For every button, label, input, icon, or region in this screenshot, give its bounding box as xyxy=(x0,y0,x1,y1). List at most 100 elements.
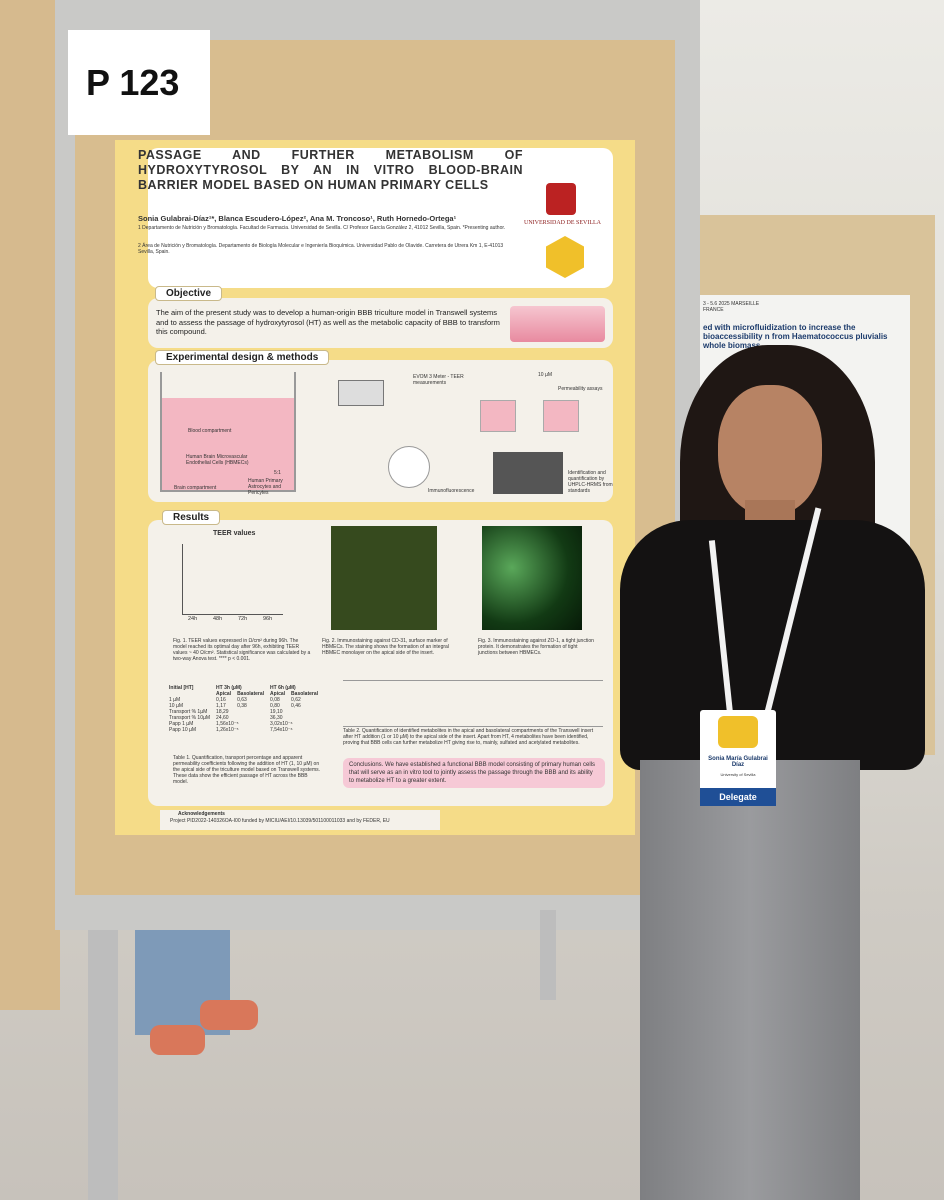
university: UNIVERSIDAD DE SEVILLA xyxy=(524,220,601,226)
table-cell: 0,38 xyxy=(237,703,247,709)
shoe xyxy=(200,1000,258,1030)
teer-title: TEER values xyxy=(213,530,256,537)
table2 xyxy=(343,680,603,727)
congress-logo xyxy=(546,236,584,278)
microscopy xyxy=(388,446,430,488)
method-label: Immunofluorescence xyxy=(428,488,475,494)
table-row: Transport % 1µM 18,29 19,10 xyxy=(166,709,321,715)
table-cell: 24,60 xyxy=(216,715,229,721)
method-label: Human Primary Astrocytes and Pericytes xyxy=(248,478,283,496)
poster-number: P 123 xyxy=(68,30,210,135)
methods-box: Blood compartment Human Brain Microvascu… xyxy=(148,360,613,502)
affiliation: 2 Área de Nutrición y Bromatología. Depa… xyxy=(138,243,504,255)
table-cell: HT 6h (µM) xyxy=(270,685,296,691)
title-box: PASSAGE AND FURTHER METABOLISM OF HYDROX… xyxy=(138,148,613,288)
table-cell: Transport % 10µM xyxy=(169,715,211,721)
caption: Table 1. Quantification, transport perce… xyxy=(173,755,321,785)
badge-role: Delegate xyxy=(700,788,776,806)
authors: Sonia Gulabrai-Díaz¹*, Blanca Escudero-L… xyxy=(138,214,457,223)
table-cell: 0,16 xyxy=(216,697,226,703)
name-badge: Sonia María Gulabrai Díaz University of … xyxy=(700,710,776,806)
section-heading: Objective xyxy=(155,286,223,301)
caption: Fig. 2. Immunostaining against CD-31, su… xyxy=(322,638,449,656)
table-cell: 0,46 xyxy=(291,703,301,709)
caption: Fig. 1. TEER values expressed in Ω/cm² d… xyxy=(173,638,311,662)
method-label: 10 µM xyxy=(538,372,552,378)
table-cell: 19,10 xyxy=(270,709,283,715)
ack-box: Acknowledgements Project PID2022-140326O… xyxy=(160,810,440,830)
table-cell: Apical xyxy=(270,691,286,697)
results-box: TEER values 24h 48h 72h 96h Fig. 1. TEER va… xyxy=(148,520,613,806)
table-row: Apical Basolateral Apical Basolateral xyxy=(166,691,321,697)
logo xyxy=(546,183,576,215)
table-cell: Initial [HT] xyxy=(169,685,194,691)
cd31-image xyxy=(331,526,437,630)
ack-text: Project PID2022-140326OA-I00 funded by M… xyxy=(170,818,390,824)
leg xyxy=(88,930,118,1200)
teer-time-label: 24h xyxy=(188,616,198,622)
conclusions: Conclusions. We have established a funct… xyxy=(343,758,605,788)
method-label: Identification and quantification by UHP… xyxy=(568,470,613,494)
teer-time-label: 48h xyxy=(213,616,223,622)
well xyxy=(480,400,516,432)
table-cell: 1,56x10⁻⁵ xyxy=(216,721,239,727)
table-cell: Apical xyxy=(216,691,232,697)
table-cell: 0,08 xyxy=(270,697,280,703)
transwell xyxy=(160,372,296,492)
table-row: 1 µM 0,16 0,63 0,08 0,62 xyxy=(166,697,321,703)
method-label: Human Brain Microvascular Endothelial Ce… xyxy=(186,454,249,466)
meter xyxy=(338,380,384,406)
method-label: Permeability assays xyxy=(558,386,603,392)
poster-title: PASSAGE AND FURTHER METABOLISM OF HYDROX… xyxy=(138,148,523,192)
table-row: Initial [HT] HT 3h (µM) HT 6h (µM) xyxy=(166,685,321,691)
caption: Fig. 3. Immunostaining against ZO-1, a t… xyxy=(478,638,594,656)
shoe xyxy=(150,1025,205,1055)
table-cell: Transport % 1µM xyxy=(169,709,208,715)
well xyxy=(543,400,579,432)
back-title: ed with microfluidization to increase th… xyxy=(703,323,888,350)
table-row: 10 µM 1,17 0,38 0,80 0,46 xyxy=(166,703,321,709)
badge-name: Sonia María Gulabrai Díaz xyxy=(708,756,768,768)
table-cell: 1,26x10⁻⁵ xyxy=(216,727,239,733)
badge-logo xyxy=(718,716,758,748)
affiliation: 1 Departamento de Nutrición y Bromatolog… xyxy=(138,225,506,231)
objective-image xyxy=(510,306,605,342)
table-cell: Basolateral xyxy=(291,691,319,697)
method-label: 5:1 xyxy=(274,470,281,476)
teer-axis: 24h 48h 72h 96h xyxy=(188,616,288,624)
table-row: Transport % 10µM 24,60 36,30 xyxy=(166,715,321,721)
table-cell: 0,80 xyxy=(270,703,280,709)
zo1-image xyxy=(482,526,582,630)
jeans xyxy=(640,760,860,1200)
table: Initial [HT] HT 3h (µM) HT 6h (µM) Apical Ba… xyxy=(166,685,341,733)
table-cell: 0,62 xyxy=(291,697,301,703)
table-row: Papp 10 µM 1,26x10⁻⁵ 7,54x10⁻⁶ xyxy=(166,727,321,733)
table-cell: HT 3h (µM) xyxy=(216,685,242,691)
table-cell: 7,54x10⁻⁶ xyxy=(270,727,293,733)
method-label: EVOM 3 Meter - TEER measurements xyxy=(413,374,464,386)
left-board xyxy=(0,0,60,1010)
table1: Initial [HT] HT 3h (µM) HT 6h (µM) Apical Ba… xyxy=(166,685,321,733)
badge-affiliation: University of Sevilla xyxy=(720,772,756,777)
table-cell: 1,17 xyxy=(216,703,226,709)
hplc xyxy=(493,452,563,494)
face xyxy=(718,385,822,515)
table-cell: Papp 10 µM xyxy=(169,727,197,733)
table-row: Papp 1 µM 1,56x10⁻⁵ 3,02x10⁻⁶ xyxy=(166,721,321,727)
table-cell: 36,30 xyxy=(270,715,283,721)
objective-box: The aim of the present study was to deve… xyxy=(148,298,613,348)
table-cell: Papp 1 µM xyxy=(169,721,194,727)
method-label: Blood compartment xyxy=(188,428,232,434)
method-label: Brain compartment xyxy=(174,485,217,491)
caption: Table 2. Quantification of identified me… xyxy=(343,728,594,746)
back-event: 3 - 5.6 2025 MARSEILLE FRANCE xyxy=(703,301,760,313)
table-cell: 18,29 xyxy=(216,709,229,715)
teer-time-label: 72h xyxy=(238,616,248,622)
section-heading: Experimental design & methods xyxy=(155,350,330,365)
table-cell: 0,63 xyxy=(237,697,247,703)
table-cell: 3,02x10⁻⁶ xyxy=(270,721,293,727)
section-heading: Results xyxy=(162,510,221,525)
teer-plot xyxy=(182,544,283,615)
table-cell: 1 µM xyxy=(169,697,181,703)
